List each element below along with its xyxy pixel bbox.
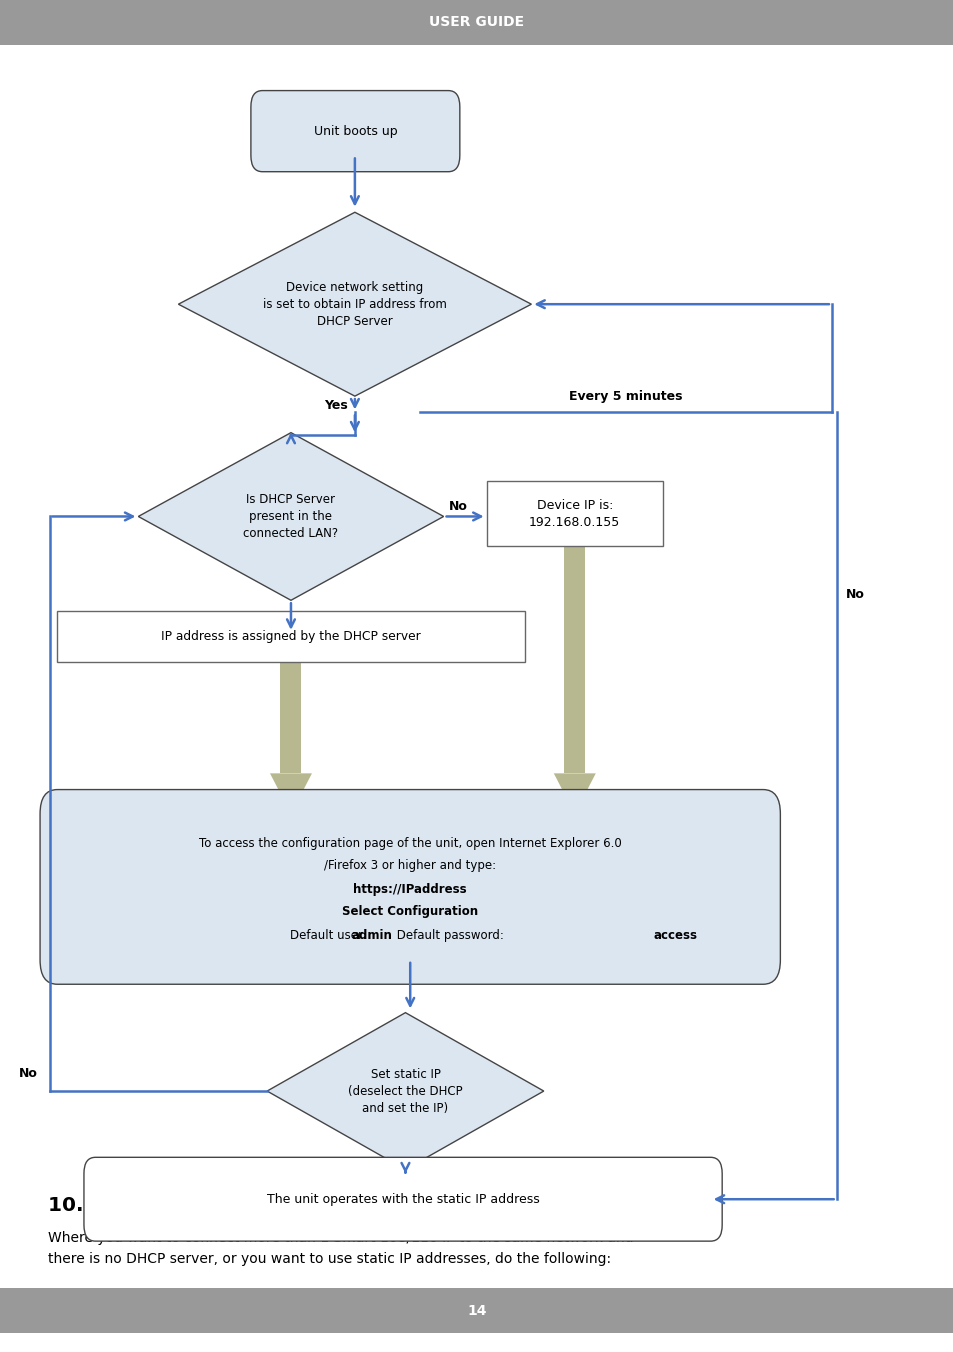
Text: No: No (845, 588, 864, 602)
Text: https://IPaddress: https://IPaddress (353, 883, 467, 896)
Bar (0, 0, 953, 45)
Text: Device network setting
is set to obtain IP address from
DHCP Server: Device network setting is set to obtain … (263, 281, 446, 327)
Text: Select Configuration: Select Configuration (342, 904, 477, 918)
Text: Device IP is:
192.168.0.155: Device IP is: 192.168.0.155 (529, 499, 619, 529)
Polygon shape (270, 773, 312, 814)
FancyBboxPatch shape (84, 1157, 721, 1241)
FancyBboxPatch shape (486, 481, 662, 546)
Text: USER GUIDE: USER GUIDE (429, 15, 524, 30)
Polygon shape (178, 212, 531, 396)
Bar (280, 662, 301, 773)
Text: Where you want to connect more than 1 Smart 108/116 IP to the same network and: Where you want to connect more than 1 Sm… (48, 1232, 633, 1245)
Bar (0, 1288, 953, 1333)
Text: No: No (19, 1067, 38, 1080)
Text: admin: admin (351, 929, 392, 942)
Text: /Firefox 3 or higher and type:: /Firefox 3 or higher and type: (324, 859, 496, 872)
Text: there is no DHCP server, or you want to use static IP addresses, do the followin: there is no DHCP server, or you want to … (48, 1252, 610, 1265)
Text: The unit operates with the static IP address: The unit operates with the static IP add… (267, 1192, 538, 1206)
Text: Default user:        Default password:: Default user: Default password: (290, 929, 530, 942)
Text: To access the configuration page of the unit, open Internet Explorer 6.0: To access the configuration page of the … (198, 837, 621, 850)
Text: Is DHCP Server
present in the
connected LAN?: Is DHCP Server present in the connected … (243, 493, 338, 539)
FancyBboxPatch shape (251, 91, 459, 172)
Text: 10.1 Static IP addresses for a number of units: 10.1 Static IP addresses for a number of… (48, 1197, 572, 1215)
Polygon shape (138, 433, 443, 600)
Text: 14: 14 (467, 1303, 486, 1318)
Text: Yes: Yes (324, 399, 348, 412)
Text: Yes: Yes (376, 1179, 400, 1192)
Bar (563, 546, 585, 773)
Text: Set static IP
(deselect the DHCP
and set the IP): Set static IP (deselect the DHCP and set… (348, 1068, 462, 1114)
Text: No: No (449, 500, 468, 514)
Polygon shape (553, 773, 595, 814)
Text: Figure 11 Boot-up process: Figure 11 Boot-up process (307, 1163, 494, 1176)
Text: Unit boots up: Unit boots up (314, 124, 396, 138)
FancyBboxPatch shape (40, 790, 780, 984)
Text: access: access (653, 929, 697, 942)
Text: IP address is assigned by the DHCP server: IP address is assigned by the DHCP serve… (161, 630, 420, 644)
FancyBboxPatch shape (57, 611, 524, 662)
Polygon shape (267, 1013, 543, 1169)
Text: Every 5 minutes: Every 5 minutes (569, 389, 681, 403)
Text: Yes: Yes (264, 610, 288, 623)
